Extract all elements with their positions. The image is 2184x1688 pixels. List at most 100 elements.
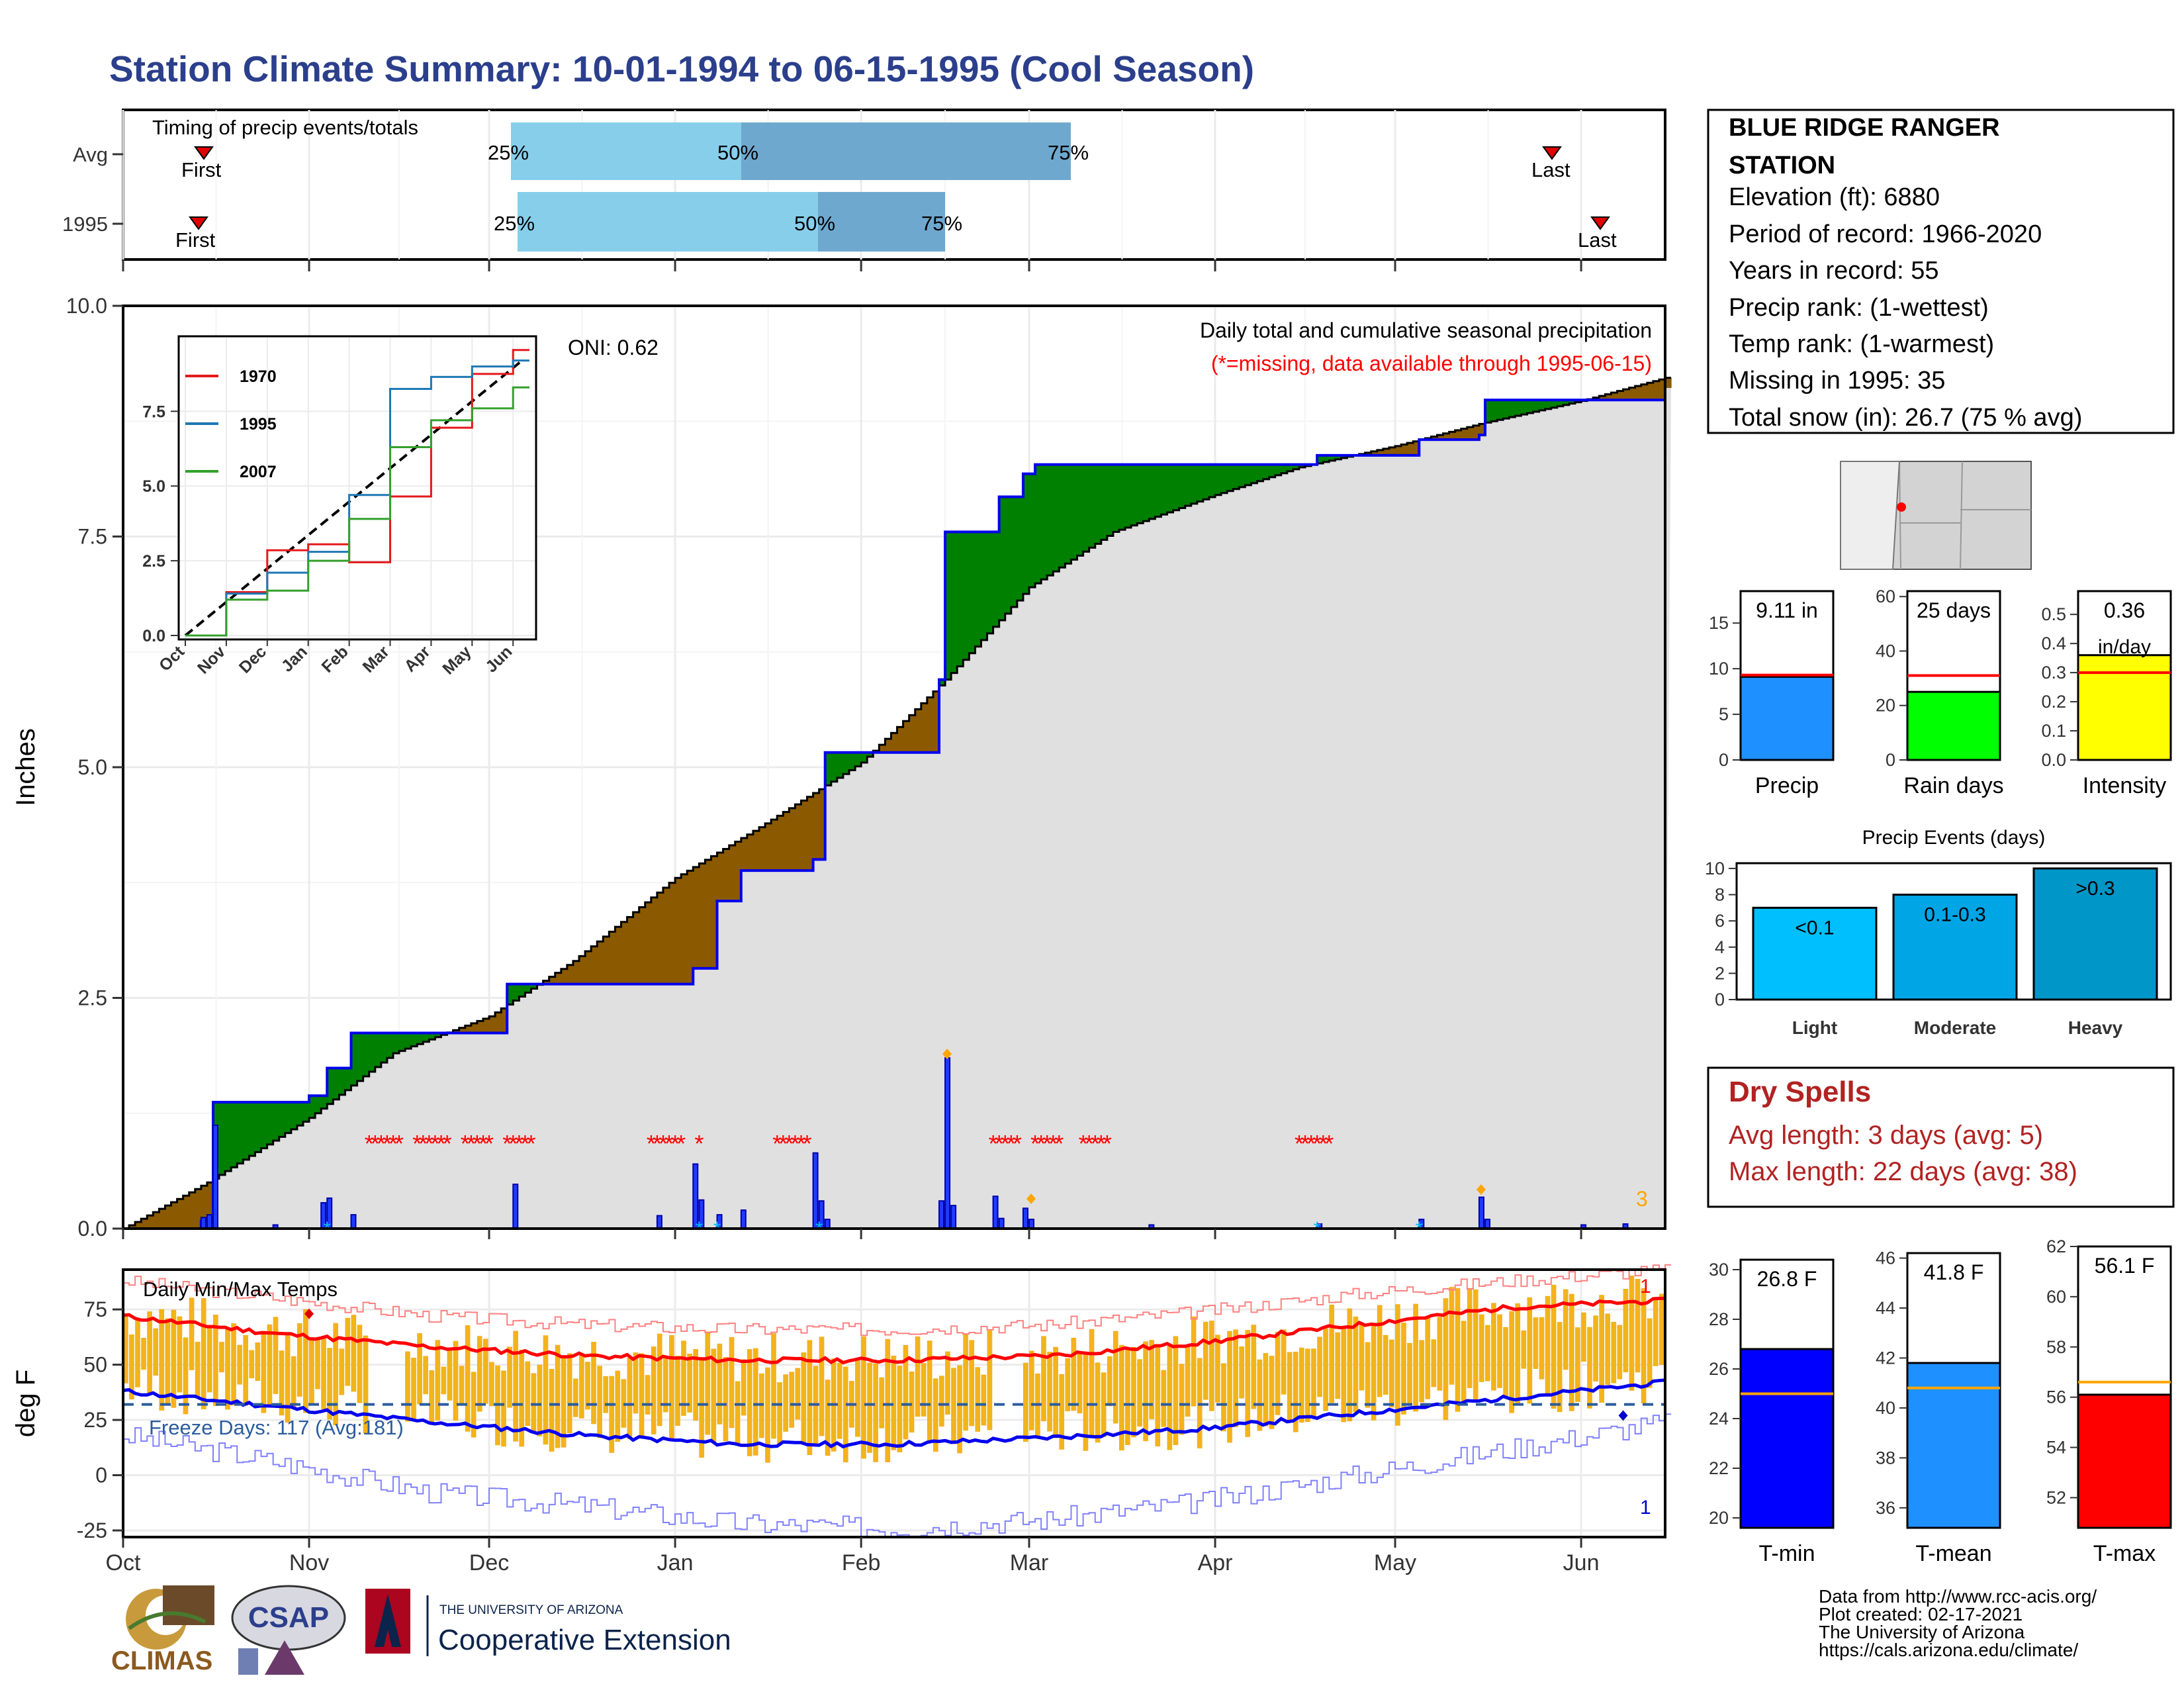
daily-temp-bar [537, 1364, 543, 1436]
station-temp-rank: Temp rank: (1-warmest) [1729, 330, 1994, 358]
above-normal-bar [1563, 400, 1570, 405]
daily-temp-bar [1587, 1327, 1592, 1409]
missing-day-star: * [676, 1130, 686, 1157]
above-normal-bar [1527, 400, 1534, 414]
above-normal-bar [1317, 455, 1324, 463]
summary-bar-value: 56.1 F [2095, 1254, 2155, 1278]
daily-temp-bar [717, 1343, 723, 1425]
above-normal-bar [1005, 496, 1012, 614]
daily-temp-bar [1461, 1321, 1467, 1404]
missing-day-star: * [1295, 1130, 1304, 1157]
below-normal-bar [501, 1008, 508, 1033]
daily-temp-bar [807, 1340, 813, 1456]
above-normal-bar [1155, 464, 1162, 517]
daily-temp-bar [1407, 1342, 1412, 1406]
above-normal-bar [1197, 464, 1204, 502]
above-normal-bar [1118, 464, 1126, 530]
daily-temp-bar [1419, 1340, 1424, 1403]
daily-temp-bar [1167, 1345, 1173, 1450]
below-normal-bar [681, 874, 688, 984]
daily-temp-bar [1035, 1373, 1040, 1439]
above-normal-bar [993, 532, 1000, 627]
daily-temp-bar [627, 1357, 633, 1439]
credit-line-3: The University of Arizona [1819, 1622, 2025, 1642]
daily-temp-bar [531, 1373, 537, 1433]
missing-day-star: * [790, 1130, 799, 1157]
daily-temp-bar [159, 1309, 165, 1411]
summary-bar-value: 26.8 F [1757, 1267, 1817, 1291]
summary-bar-ytick-label: 62 [2046, 1237, 2066, 1256]
above-normal-bar [1131, 464, 1138, 526]
daily-temp-bar [153, 1328, 159, 1376]
events-title: Precip Events (days) [1862, 827, 2046, 849]
above-normal-bar [363, 1033, 370, 1076]
missing-day-star: * [377, 1130, 386, 1157]
daily-temp-bar [291, 1356, 296, 1408]
precip-ytick-label: 0.0 [78, 1217, 107, 1241]
below-normal-bar [711, 856, 718, 968]
daily-temp-bar [405, 1351, 410, 1422]
daily-temp-bar [1503, 1327, 1508, 1397]
daily-temp-bar [1425, 1317, 1431, 1399]
record-min-line [123, 1413, 1672, 1538]
daily-temp-bar [747, 1349, 752, 1456]
above-normal-bar [1485, 400, 1492, 423]
above-normal-bar [1269, 464, 1276, 477]
missing-day-star: * [647, 1130, 656, 1157]
events-ytick-label: 0 [1715, 990, 1725, 1009]
daily-temp-bar [1239, 1346, 1245, 1399]
daily-temp-bar [177, 1316, 183, 1393]
below-normal-bar [687, 870, 694, 984]
missing-day-star: * [1324, 1130, 1334, 1157]
missing-day-star: * [526, 1130, 535, 1157]
above-normal-bar [1551, 400, 1558, 408]
daily-temp-bar [333, 1323, 339, 1426]
summary-bars: 0 5 10 15 9.11 in Precip 0 20 40 60 25 days Rain da… [1709, 586, 2172, 798]
above-normal-bar [333, 1068, 340, 1100]
ua-logo-top: THE UNIVERSITY OF ARIZONA [439, 1603, 623, 1617]
above-normal-bar [291, 1102, 298, 1129]
daily-temp-bar [459, 1366, 465, 1406]
daily-temp-bar [1539, 1317, 1545, 1380]
daily-temp-bar [1641, 1288, 1647, 1404]
daily-precip-bar [938, 1200, 944, 1230]
daily-temp-bar [285, 1334, 291, 1423]
daily-temp-bar [1563, 1289, 1569, 1370]
below-normal-bar [651, 897, 658, 984]
below-normal-bar [657, 892, 664, 984]
daily-temp-bar [309, 1336, 314, 1405]
below-normal-bar [1653, 381, 1660, 400]
above-normal-bar [519, 984, 526, 997]
missing-day-star: * [1300, 1130, 1310, 1157]
dry-spells-title: Dry Spells [1729, 1076, 1871, 1108]
daily-temp-bar [837, 1362, 842, 1439]
below-normal-bar [1599, 396, 1606, 400]
daily-temp-bar [1581, 1312, 1586, 1362]
daily-temp-bar [1335, 1332, 1341, 1399]
missing-day-star: * [1091, 1130, 1100, 1157]
events-category-label: Heavy [2068, 1017, 2123, 1038]
above-normal-bar [1023, 473, 1030, 594]
above-normal-bar [1263, 464, 1270, 479]
above-normal-bar [1239, 464, 1246, 487]
temp-label: Daily Min/Max Temps [143, 1278, 338, 1301]
daily-temp-bar [296, 1323, 302, 1397]
above-normal-bar [399, 1033, 406, 1051]
daily-precip-bar [206, 1214, 212, 1229]
below-normal-bar [879, 745, 886, 753]
dry-spells-avg: Avg length: 3 days (avg: 5) [1729, 1121, 2043, 1150]
above-normal-bar [507, 984, 514, 1005]
summary-bar-ytick-label: 0.0 [2041, 750, 2066, 770]
daily-temp-bar [741, 1359, 747, 1416]
below-normal-bar [549, 976, 556, 984]
below-normal-bar [765, 823, 772, 871]
daily-temp-bar [225, 1328, 230, 1410]
daily-precip-bar [998, 1217, 1005, 1230]
precip-ytick-label: 7.5 [78, 525, 107, 549]
above-normal-bar [1065, 464, 1072, 564]
below-normal-bar [171, 1202, 178, 1229]
daily-temp-bar [1083, 1353, 1089, 1451]
above-normal-bar [231, 1102, 238, 1168]
daily-temp-bar [1101, 1372, 1107, 1437]
above-normal-bar [296, 1102, 304, 1126]
